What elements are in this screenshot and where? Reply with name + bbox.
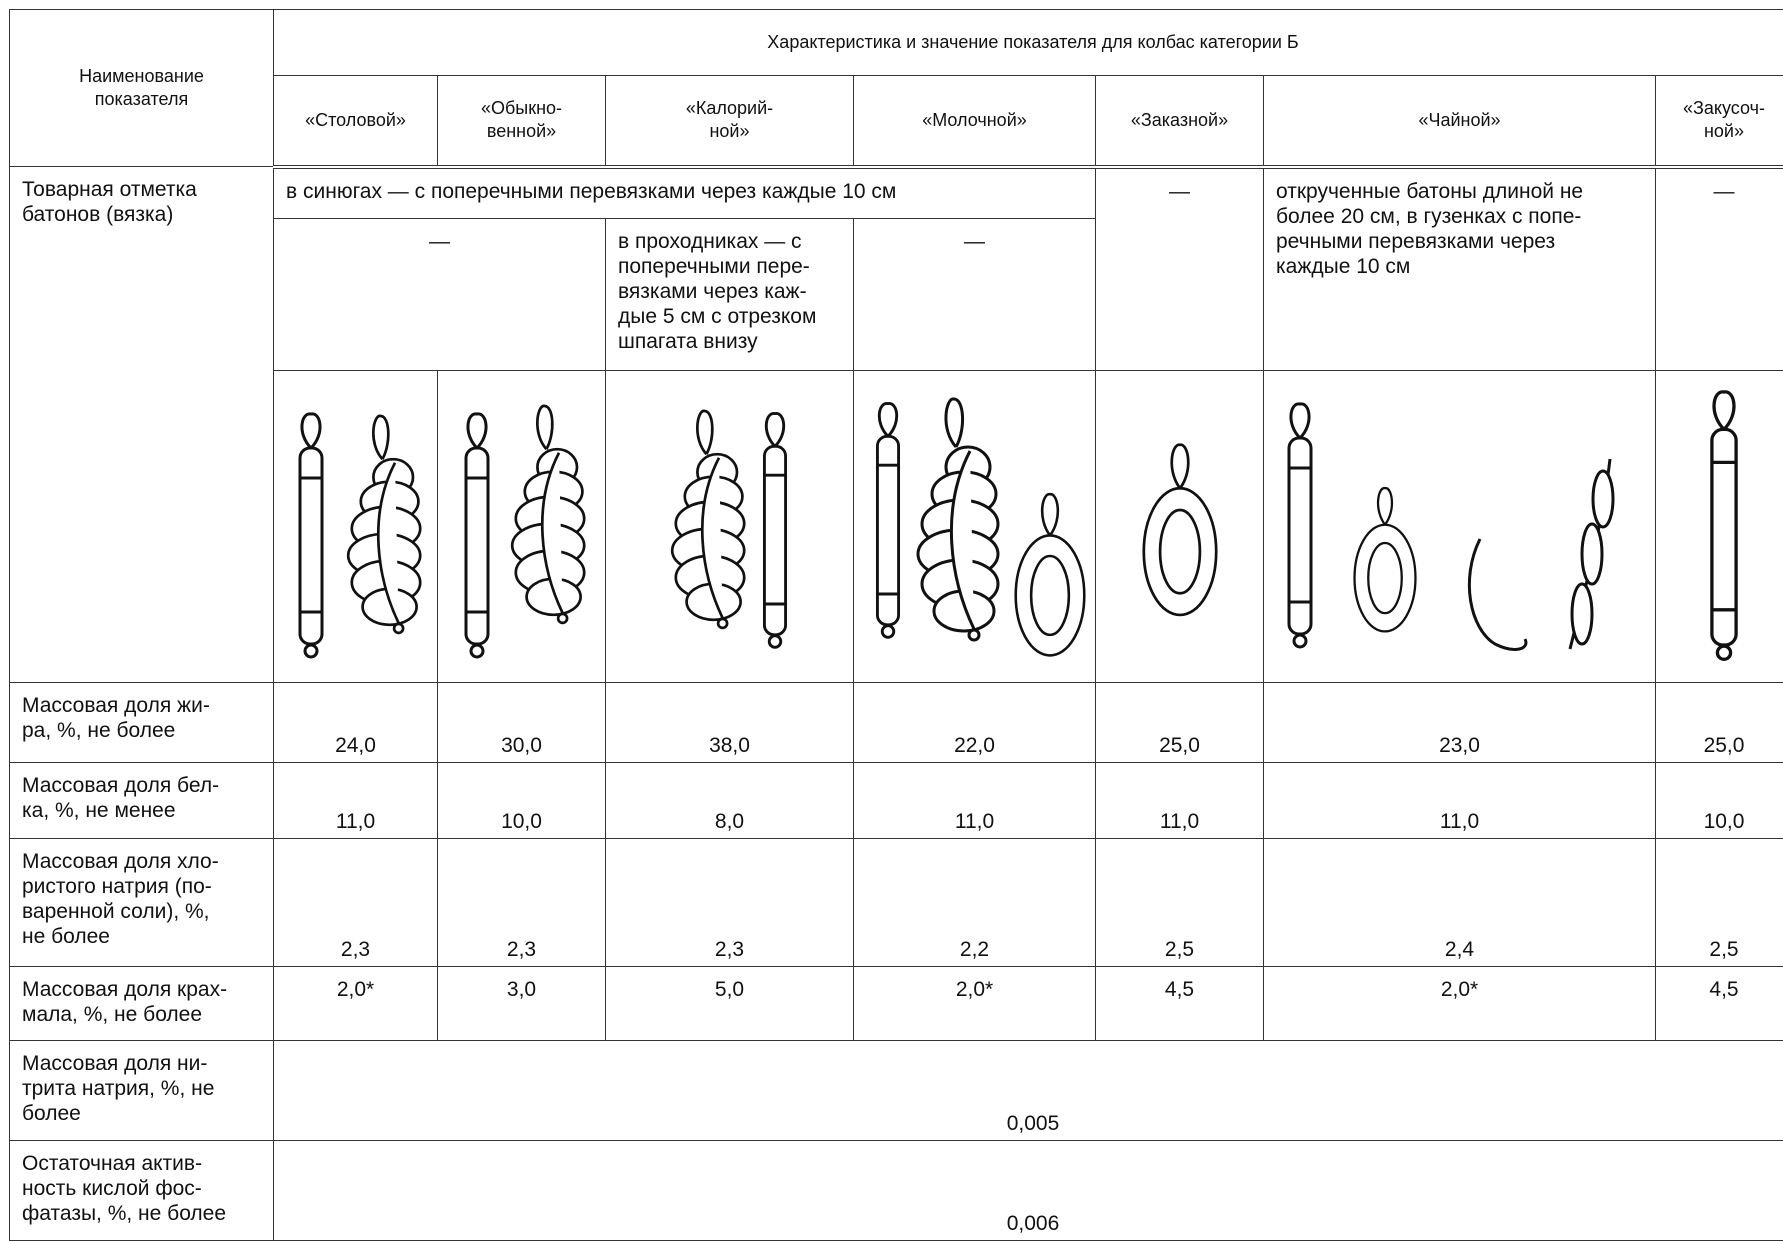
row-label: Массовая доля крах- мала, %, не более <box>10 967 274 1041</box>
cell: в проходниках — с поперечными пере- вязк… <box>606 219 854 371</box>
cell: 25,0 <box>1656 683 1783 763</box>
image-cell <box>274 371 438 683</box>
cell: — <box>1096 167 1264 371</box>
header-cell: «Столовой» <box>274 76 438 167</box>
header-cell: «Обыкно- венной» <box>438 76 606 167</box>
cell: 2,5 <box>1656 839 1783 967</box>
cell: 11,0 <box>854 763 1096 839</box>
header-cell: «Калорий- ной» <box>606 76 854 167</box>
row: Остаточная актив- ность кислой фос- фата… <box>10 1141 1783 1241</box>
row: Массовая доля ни- трита натрия, %, не бо… <box>10 1041 1783 1141</box>
cell: 10,0 <box>1656 763 1783 839</box>
header-cell: «Чайной» <box>1264 76 1656 167</box>
cell: открученные батоны длиной не более 20 см… <box>1264 167 1656 371</box>
row-label: Остаточная актив- ность кислой фос- фата… <box>10 1141 274 1241</box>
row: Массовая доля хло- ристого натрия (по- в… <box>10 839 1783 967</box>
cell: 11,0 <box>1096 763 1264 839</box>
cell: в синюгах — с поперечными перевязками че… <box>274 167 1096 219</box>
indicator-table: Наименование показателя Характеристика и… <box>9 9 1783 1241</box>
image-cell <box>854 371 1096 683</box>
row: Товарная отметка батонов (вязка) в синюг… <box>10 167 1783 219</box>
image-cell <box>438 371 606 683</box>
header-cell: «Молочной» <box>854 76 1096 167</box>
cell: — <box>274 219 606 371</box>
cell: 2,0* <box>274 967 438 1041</box>
cell: 4,5 <box>1656 967 1783 1041</box>
sausage-drawing <box>1120 384 1240 664</box>
cell: 11,0 <box>1264 763 1656 839</box>
row-label: Массовая доля ни- трита натрия, %, не бо… <box>10 1041 274 1141</box>
header-cell: «Закусоч- ной» <box>1656 76 1783 167</box>
cell: 11,0 <box>274 763 438 839</box>
image-cell <box>1656 371 1783 683</box>
header-cell: Характеристика и значение показателя для… <box>274 10 1783 76</box>
row-label: Товарная отметка батонов (вязка) <box>10 167 274 683</box>
cell: — <box>1656 167 1783 371</box>
image-cell <box>1264 371 1656 683</box>
cell: 0,005 <box>274 1041 1783 1141</box>
sausage-drawing <box>1270 379 1650 669</box>
cell: 30,0 <box>438 683 606 763</box>
cell: 2,5 <box>1096 839 1264 967</box>
cell: 8,0 <box>606 763 854 839</box>
row-label: Массовая доля бел- ка, %, не менее <box>10 763 274 839</box>
row-label: Массовая доля хло- ристого натрия (по- в… <box>10 839 274 967</box>
cell: 3,0 <box>438 967 606 1041</box>
sausage-drawing <box>447 384 597 664</box>
cell: 2,0* <box>854 967 1096 1041</box>
row-label: Массовая доля жи- ра, %, не более <box>10 683 274 763</box>
image-row <box>10 371 1783 683</box>
image-cell <box>1096 371 1264 683</box>
cell: 24,0 <box>274 683 438 763</box>
page: Наименование показателя Характеристика и… <box>0 0 1783 1240</box>
cell: 2,4 <box>1264 839 1656 967</box>
cell: 2,0* <box>1264 967 1656 1041</box>
sausage-drawing <box>655 384 805 664</box>
cell: 38,0 <box>606 683 854 763</box>
header-row: Наименование показателя Характеристика и… <box>10 10 1783 76</box>
image-cell <box>606 371 854 683</box>
cell: 23,0 <box>1264 683 1656 763</box>
cell: 25,0 <box>1096 683 1264 763</box>
row: Массовая доля крах- мала, %, не более 2,… <box>10 967 1783 1041</box>
cell: 4,5 <box>1096 967 1264 1041</box>
cell: 2,2 <box>854 839 1096 967</box>
twisted-link <box>1469 539 1526 649</box>
cell: 22,0 <box>854 683 1096 763</box>
cell: 2,3 <box>274 839 438 967</box>
header-cell: «Заказной» <box>1096 76 1264 167</box>
cell: 10,0 <box>438 763 606 839</box>
header-cell: Наименование показателя <box>10 10 274 167</box>
cell: — <box>854 219 1096 371</box>
cell: 2,3 <box>438 839 606 967</box>
header-row: «Столовой» «Обыкно- венной» «Калорий- но… <box>10 76 1783 167</box>
sausage-drawing <box>1694 374 1754 674</box>
cell: 5,0 <box>606 967 854 1041</box>
cell: 2,3 <box>606 839 854 967</box>
sausage-drawing <box>860 384 1090 664</box>
cell: 0,006 <box>274 1141 1783 1241</box>
sausage-drawing <box>281 384 431 664</box>
